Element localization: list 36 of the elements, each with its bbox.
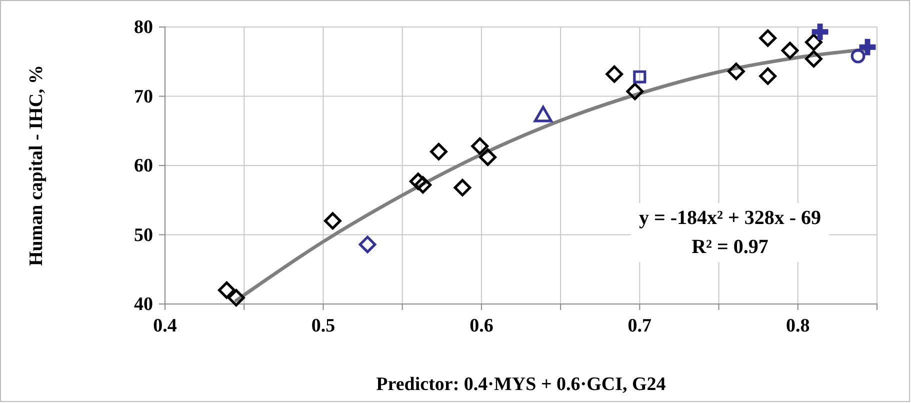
- point: [409, 172, 427, 190]
- point: [812, 24, 828, 40]
- point: [804, 34, 822, 51]
- point: [859, 38, 876, 56]
- annotation: R² = 0.97: [692, 236, 768, 258]
- point: [471, 137, 489, 155]
- y-tick-label: 50: [134, 224, 153, 246]
- point: [727, 62, 745, 80]
- x-tick-label: 0.5: [311, 315, 336, 336]
- point: [804, 50, 822, 68]
- point: [606, 65, 624, 83]
- point: [227, 289, 245, 306]
- point: [414, 176, 432, 194]
- point: [430, 142, 448, 160]
- x-tick-label: 0.7: [628, 315, 652, 336]
- x-tick-label: 0.8: [786, 315, 810, 336]
- annotation: y = -184x² + 328x - 69: [638, 207, 822, 229]
- y-tick-label: 80: [134, 17, 153, 38]
- point: [358, 236, 376, 254]
- point: [759, 29, 777, 47]
- y-axis-title: Human capital - IHC, %: [26, 64, 47, 266]
- point: [850, 48, 866, 64]
- point: [454, 178, 472, 196]
- y-tick-label: 60: [134, 156, 153, 177]
- point: [626, 82, 644, 100]
- point: [218, 281, 236, 299]
- point: [633, 70, 646, 84]
- point: [479, 148, 496, 166]
- point: [759, 67, 777, 85]
- x-tick-label: 0.6: [470, 315, 494, 336]
- x-axis-title: Predictor: 0.4·MYS + 0.6·GCI, G24: [376, 374, 666, 395]
- y-tick-label: 70: [134, 86, 153, 108]
- point: [781, 42, 799, 60]
- point: [324, 212, 342, 230]
- y-tick-label: 40: [134, 294, 153, 316]
- x-tick-label: 0.4: [153, 315, 178, 336]
